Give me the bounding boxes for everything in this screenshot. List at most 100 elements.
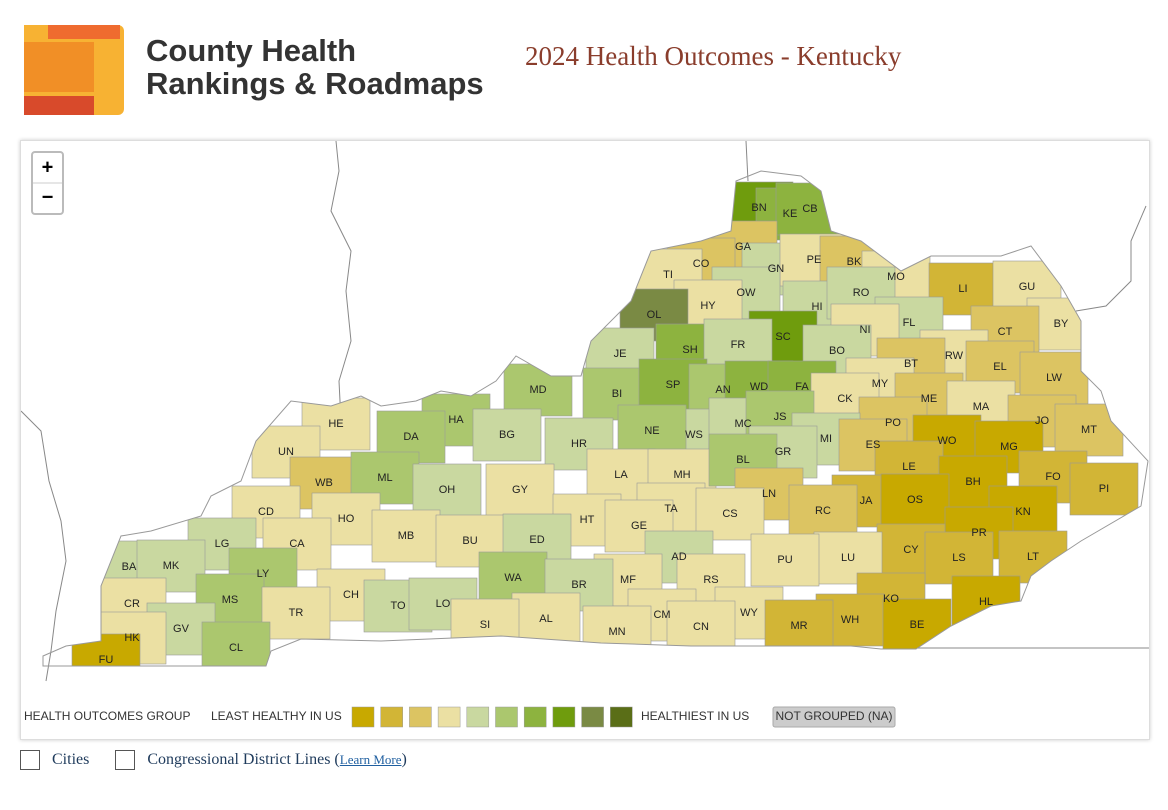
county-label: TO [390,600,406,612]
county-label: GE [631,520,647,532]
na-badge [772,706,896,728]
county-label: HE [328,418,343,430]
county-label: TA [664,503,678,515]
county [1069,462,1139,516]
county [764,599,834,653]
county-label: WA [504,572,522,584]
county [485,463,555,517]
county-label: GN [768,263,785,275]
county-label: AL [539,613,552,625]
county-label: OS [907,494,923,506]
county-label: BI [612,388,622,400]
legend-title: HEALTH OUTCOMES GROUP [24,709,190,723]
zoom-out[interactable]: − [42,186,54,208]
county-label: MN [608,626,625,638]
county-label: CO [693,258,710,270]
county-label: ME [921,393,938,405]
legend-swatch [466,706,490,728]
county-label: CA [289,538,305,550]
county-label: MH [673,469,690,481]
cities-label: Cities [52,751,90,768]
page-title: 2024 Health Outcomes - Kentucky [525,41,902,71]
county [880,473,950,527]
county-label: MF [620,574,636,586]
county-label: MY [872,378,889,390]
county [472,408,542,462]
county-label: LN [762,488,776,500]
county-label: WB [315,477,333,489]
county-label: LA [614,469,628,481]
county-label: LW [1046,372,1062,384]
header: County Health Rankings & Roadmaps 2024 H… [24,25,902,115]
county-label: CS [722,508,737,520]
county [750,533,820,587]
county-label: MC [734,418,751,430]
county [412,463,482,517]
county-label: WH [841,614,859,626]
county-label: CL [229,642,243,654]
logo-text: Rankings & Roadmaps [146,66,484,101]
county-label: OL [647,309,662,321]
zoom-in[interactable]: + [42,156,54,178]
border-lines [20,140,1149,682]
districts-checkbox[interactable] [115,750,136,770]
county-label: CR [124,598,140,610]
county-label: HA [448,414,464,426]
county-label: DA [403,431,419,443]
county-label: LG [215,538,230,550]
logo [24,25,124,115]
county-label: CB [802,203,817,215]
county-label: SI [480,619,490,631]
county-label: PR [971,527,986,539]
county-label: BR [571,579,586,591]
county-label: JA [860,495,874,507]
county-label: HL [979,596,993,608]
county-label: CN [693,621,709,633]
learn-more-link[interactable]: Learn More [339,752,402,767]
counties [71,181,1139,666]
county-label: GY [512,484,529,496]
county-label: MK [163,560,180,572]
county-label: TI [663,269,673,281]
county-label: FR [731,339,746,351]
legend-high: HEALTHIEST IN US [641,709,749,723]
county-label: KO [883,593,899,605]
legend-low: LEAST HEALTHY IN US [211,709,342,723]
county-label: GA [735,241,752,253]
county [511,592,581,646]
county-label: FL [903,317,916,329]
county-label: LO [436,598,451,610]
county-label: GU [1019,281,1036,293]
county-label: HO [338,513,355,525]
county-label: GV [173,623,190,635]
county-label: KN [1015,506,1030,518]
legend-swatch [610,706,633,728]
districts-text: Congressional District Lines ( [147,751,340,768]
county-label: OW [737,287,757,299]
county-label: BN [751,202,766,214]
county-label: HK [124,632,140,644]
county-label: FO [1045,471,1061,483]
county-label: SP [666,379,681,391]
map: BN KE CB GA CO TI GN PE BK MO LI GU BY OW HY OL HI RO FL NI… [20,140,1149,728]
county-label: PE [807,254,822,266]
legend-swatch [495,706,518,728]
county-label: BU [462,535,477,547]
county [924,531,994,585]
county-label: LI [958,283,967,295]
county-label: MR [790,620,807,632]
county-label: ML [377,472,392,484]
county-label: LY [257,568,270,580]
county [371,509,441,563]
county-label: LS [952,552,965,564]
county-label: BT [904,358,918,370]
county-label: HT [580,514,595,526]
legend-swatch [351,706,375,728]
cities-checkbox[interactable] [20,750,40,770]
county-label: CK [837,393,853,405]
county-label: AN [715,384,730,396]
county-label: RO [853,287,870,299]
county-label: AD [671,551,686,563]
county-label: NI [860,324,871,336]
